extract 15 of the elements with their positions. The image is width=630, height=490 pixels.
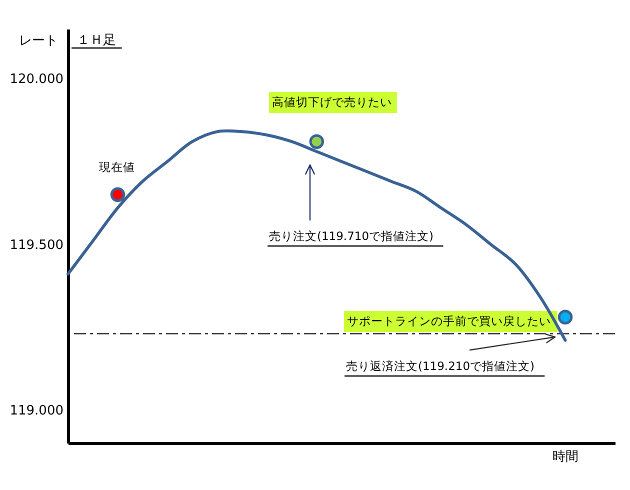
chart-title: １Ｈ足 — [77, 33, 116, 48]
y-tick-label: 119.500 — [10, 238, 64, 253]
point — [558, 310, 573, 325]
annotation: 現在値 — [99, 160, 135, 174]
x-axis-title: 時間 — [552, 450, 578, 464]
annotation: 売り注文(119.710で指値注文) — [269, 229, 434, 243]
y-tick-label: 119.000 — [10, 403, 64, 418]
annotation: サポートラインの手前で買い戻したい — [347, 314, 551, 328]
annotation: 高値切下げで売りたい — [272, 95, 392, 109]
y-tick-label: 120.000 — [10, 72, 64, 88]
y-axis-title: レート — [19, 34, 58, 48]
point — [110, 187, 126, 202]
line-series — [66, 129, 567, 342]
point — [309, 134, 324, 149]
annotation: 売り返済注文(119.210で指値注文) — [346, 359, 535, 373]
